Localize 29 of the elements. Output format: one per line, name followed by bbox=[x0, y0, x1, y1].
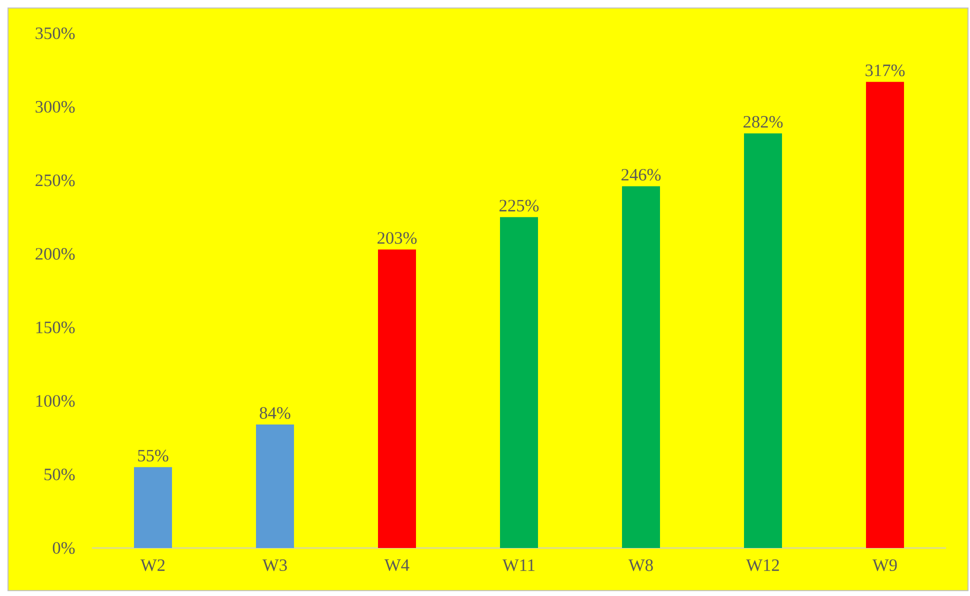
x-tick-label: W8 bbox=[628, 559, 653, 572]
bar bbox=[744, 133, 782, 548]
x-tick-label: W11 bbox=[502, 559, 534, 572]
bar bbox=[256, 424, 294, 548]
y-tick-label: 300% bbox=[36, 100, 75, 113]
y-tick-label: 50% bbox=[44, 468, 75, 480]
data-label: 282% bbox=[744, 116, 783, 128]
bar bbox=[134, 467, 172, 548]
data-label: 203% bbox=[378, 232, 417, 244]
y-tick-label: 350% bbox=[36, 27, 75, 40]
y-tick-label: 250% bbox=[36, 174, 75, 186]
data-label: 246% bbox=[622, 168, 661, 181]
data-label: 317% bbox=[866, 64, 905, 76]
data-label: 55% bbox=[138, 450, 168, 462]
bar bbox=[378, 249, 416, 548]
y-tick-label: 200% bbox=[36, 248, 75, 260]
x-tick-label: W9 bbox=[872, 559, 897, 572]
x-tick-label: W12 bbox=[746, 559, 779, 572]
data-label: 84% bbox=[260, 407, 290, 419]
bar bbox=[500, 217, 538, 548]
x-tick-label: W3 bbox=[262, 559, 287, 572]
bar bbox=[622, 186, 660, 548]
data-label: 225% bbox=[500, 200, 539, 212]
bar bbox=[866, 82, 904, 548]
y-tick-label: 100% bbox=[36, 395, 75, 407]
y-tick-label: 150% bbox=[36, 322, 75, 334]
x-tick-label: W4 bbox=[384, 559, 410, 572]
x-tick-label: W2 bbox=[140, 559, 165, 572]
y-tick-label: 0% bbox=[52, 542, 75, 554]
